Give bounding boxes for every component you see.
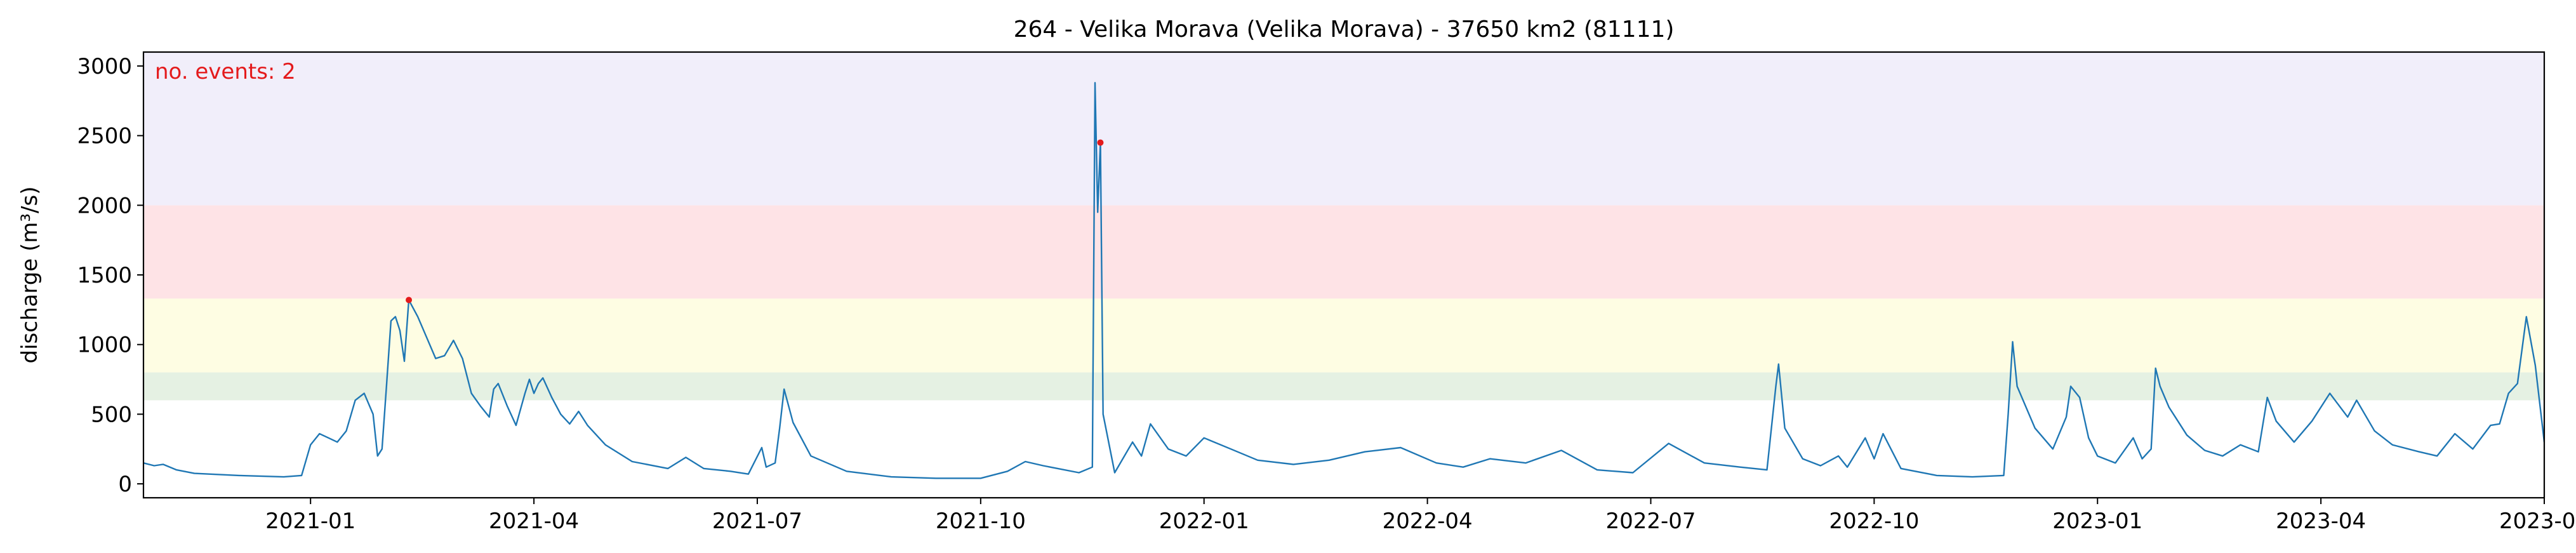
threshold-band [143, 298, 2544, 373]
y-tick-label: 1000 [77, 333, 132, 358]
x-tick-label: 2021-10 [936, 509, 1026, 534]
threshold-band [143, 52, 2544, 206]
x-tick-label: 2021-07 [712, 509, 802, 534]
y-axis-label: discharge (m³/s) [17, 187, 43, 364]
y-tick-label: 2500 [77, 124, 132, 149]
y-tick-label: 2000 [77, 193, 132, 218]
plot-area [143, 82, 2544, 479]
bands [143, 52, 2544, 401]
x-tick-label: 2023-01 [2052, 509, 2142, 534]
x-tick-label: 2022-10 [1829, 509, 1919, 534]
threshold-band [143, 205, 2544, 299]
y-tick-label: 1500 [77, 263, 132, 288]
threshold-band [143, 372, 2544, 401]
discharge-line [143, 82, 2544, 479]
x-tick-label: 2023-07 [2499, 509, 2576, 534]
event-marker [406, 296, 413, 303]
x-tick-label: 2022-01 [1159, 509, 1249, 534]
x-tick-label: 2023-04 [2276, 509, 2366, 534]
y-tick-label: 3000 [77, 54, 132, 79]
x-tick-label: 2022-07 [1605, 509, 1696, 534]
axes: no. events: 2 0 500 1000 1500 2000 2500 3000 202… [77, 51, 2576, 534]
x-tick-label: 2021-01 [265, 509, 355, 534]
y-tick-label: 0 [118, 472, 132, 497]
chart-title: 264 - Velika Morava (Velika Morava) - 37… [1014, 17, 1675, 43]
y-tick-label: 500 [91, 402, 132, 427]
x-tick-label: 2021-04 [489, 509, 579, 534]
annotation: no. events: 2 [155, 59, 296, 84]
x-tick-label: 2022-04 [1383, 509, 1473, 534]
event-marker [1097, 139, 1104, 146]
